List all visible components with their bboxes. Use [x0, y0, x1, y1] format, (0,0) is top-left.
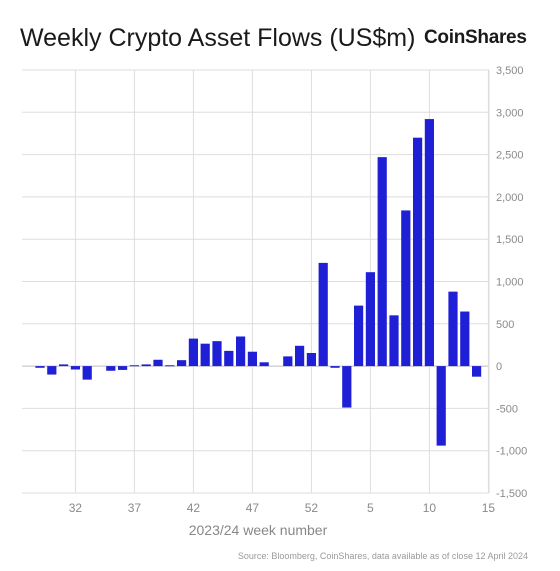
- y-tick-label: -500: [496, 403, 518, 415]
- bar-week-29: [35, 366, 45, 368]
- bar-week-38: [141, 364, 151, 367]
- y-tick-label: 500: [496, 319, 514, 331]
- bar-week-31: [59, 364, 69, 367]
- bar-week-42: [188, 338, 198, 367]
- x-axis-ticks: 32 37 42 47 52 5 10 15: [69, 501, 496, 515]
- y-tick-label: 1,000: [496, 277, 524, 289]
- x-tick-label: 37: [128, 501, 142, 515]
- grid-lines: [22, 69, 490, 494]
- y-tick-label: 2,500: [496, 150, 524, 162]
- bar-week-46: [236, 336, 246, 367]
- bar-week-41: [177, 360, 187, 367]
- bar-week-52: [306, 352, 316, 367]
- y-tick-label: -1,500: [496, 488, 527, 500]
- bar-week-9: [413, 137, 423, 367]
- bar-week-12: [448, 291, 458, 367]
- bar-week-44: [212, 341, 222, 367]
- bar-week-10: [424, 119, 434, 367]
- bar-series: [35, 119, 482, 446]
- bar-week-4: [354, 305, 364, 367]
- y-tick-label: 0: [496, 361, 502, 373]
- bar-week-14: [472, 366, 482, 377]
- bar-week-3: [342, 366, 352, 408]
- bar-week-1: [318, 262, 328, 367]
- chart-title: Weekly Crypto Asset Flows (US$m): [20, 24, 416, 52]
- bar-week-6: [377, 157, 387, 367]
- bar-week-11: [436, 366, 446, 446]
- bar-week-13: [460, 311, 470, 367]
- y-tick-label: 3,500: [496, 65, 524, 77]
- bar-week-50: [283, 356, 293, 367]
- bar-week-36: [118, 366, 128, 370]
- bar-week-2: [330, 366, 340, 368]
- x-tick-label: 42: [187, 501, 201, 515]
- bar-week-30: [47, 366, 57, 375]
- bar-week-7: [389, 315, 399, 367]
- y-tick-label: 3,000: [496, 107, 524, 119]
- source-note: Source: Bloomberg, CoinShares, data avai…: [237, 551, 528, 561]
- coinshares-logo: CoinShares: [424, 27, 527, 48]
- y-tick-label: 1,500: [496, 234, 524, 246]
- x-tick-label: 47: [246, 501, 260, 515]
- bar-week-47: [247, 351, 257, 367]
- x-tick-label: 52: [305, 501, 319, 515]
- bar-week-51: [295, 345, 305, 367]
- y-tick-label: -1,000: [496, 446, 527, 458]
- y-tick-label: 2,000: [496, 192, 524, 204]
- y-axis-ticks: 3,500 3,000 2,500 2,000 1,500 1,000 500 0 -500 -1…: [496, 65, 527, 500]
- x-tick-label: 10: [423, 501, 437, 515]
- bar-week-32: [70, 366, 80, 370]
- x-tick-label: 15: [482, 501, 496, 515]
- bar-week-5: [365, 272, 375, 367]
- bar-week-39: [153, 359, 163, 367]
- bar-week-35: [106, 366, 116, 371]
- bar-week-43: [200, 343, 210, 367]
- x-tick-label: 5: [367, 501, 374, 515]
- bar-week-40: [165, 365, 175, 367]
- x-tick-label: 32: [69, 501, 83, 515]
- bar-week-8: [401, 210, 411, 367]
- bar-week-48: [259, 362, 269, 367]
- bar-week-37: [129, 365, 139, 367]
- bar-week-45: [224, 350, 234, 367]
- x-axis-label: 2023/24 week number: [189, 522, 328, 538]
- bar-week-33: [82, 366, 92, 380]
